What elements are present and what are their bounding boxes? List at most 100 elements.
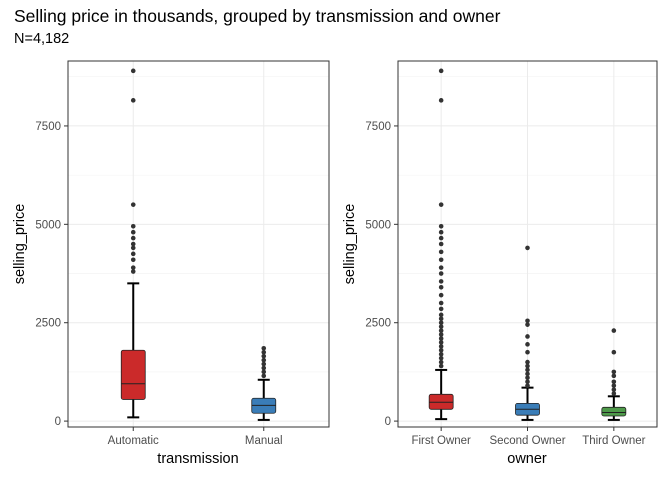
x-tick-label: First Owner: [411, 435, 471, 447]
outlier-point: [438, 249, 444, 255]
outlier-point: [438, 320, 444, 326]
box-iqr: [601, 406, 627, 417]
outlier-point: [438, 202, 444, 207]
outlier-point: [130, 257, 136, 263]
outlier-point: [438, 332, 444, 337]
y-tick-label: 5000: [35, 219, 61, 231]
outlier-point: [438, 300, 444, 306]
y-tick-label: 0: [55, 416, 61, 428]
outlier-point: [438, 284, 444, 290]
panel-border: [67, 60, 330, 428]
outlier-point: [611, 383, 617, 388]
y-axis-label: selling_price: [342, 204, 358, 285]
outlier-point: [438, 312, 444, 318]
outlier-point: [438, 271, 444, 276]
outlier-point: [438, 347, 444, 353]
outlier-point: [611, 373, 617, 379]
outlier-point: [525, 342, 530, 347]
outlier-point: [525, 379, 530, 385]
outlier-point: [525, 375, 530, 381]
outlier-point: [438, 336, 444, 341]
outlier-point: [130, 241, 136, 247]
outlier-point: [261, 345, 267, 351]
y-tick-label: 0: [385, 416, 391, 428]
outlier-point: [438, 351, 444, 357]
outlier-point: [438, 328, 444, 333]
outlier-point: [438, 235, 444, 241]
outlier-point: [130, 251, 136, 257]
chart-title: Selling price in thousands, grouped by t…: [14, 6, 501, 26]
outlier-point: [438, 316, 444, 322]
outlier-point: [611, 391, 617, 396]
outlier-point: [438, 98, 444, 103]
x-tick-label: Third Owner: [582, 435, 645, 447]
outlier-point: [438, 363, 444, 369]
x-axis-label: transmission: [157, 451, 238, 467]
outlier-point: [261, 361, 267, 367]
outlier-point: [130, 202, 136, 207]
outlier-point: [261, 353, 267, 359]
outlier-point: [525, 322, 530, 327]
outlier-point: [438, 355, 444, 361]
chart-panel-2: 0 2500 5000 7500 First Owner Second Owner Thir…: [342, 60, 658, 467]
outlier-point: [130, 265, 136, 270]
box-iqr: [120, 349, 146, 400]
outlier-point: [438, 241, 444, 247]
outlier-point: [261, 369, 267, 375]
outlier-point: [438, 324, 444, 329]
outlier-point: [438, 344, 444, 349]
x-tick-label: Manual: [245, 435, 283, 447]
outlier-point: [525, 245, 530, 251]
outlier-point: [438, 279, 444, 284]
y-tick-label: 7500: [35, 121, 61, 133]
outlier-point: [438, 257, 444, 263]
y-tick-label: 5000: [365, 219, 391, 231]
box-manual: [251, 345, 277, 421]
outlier-point: [525, 383, 530, 388]
outlier-point: [438, 306, 444, 312]
chart-panel-1: 0 2500 5000 7500 Automatic Manual transmission…: [12, 60, 330, 467]
outlier-point: [438, 68, 444, 74]
outlier-point: [611, 387, 617, 392]
outlier-point: [525, 334, 530, 339]
outlier-point: [525, 363, 530, 369]
outlier-point: [525, 367, 530, 373]
outlier-point: [438, 292, 444, 298]
outlier-point: [130, 269, 136, 274]
outlier-point: [611, 379, 617, 385]
outlier-point: [611, 349, 617, 355]
outlier-point: [261, 365, 267, 371]
outlier-point: [438, 265, 444, 270]
outlier-point: [261, 373, 267, 379]
box-second-owner: [515, 245, 540, 421]
outlier-point: [130, 245, 136, 251]
y-tick-label: 2500: [365, 318, 391, 330]
outlier-point: [611, 369, 617, 375]
y-axis-label: selling_price: [12, 204, 28, 285]
outlier-point: [130, 229, 136, 235]
x-tick-label: Automatic: [108, 435, 159, 447]
outlier-point: [438, 359, 444, 365]
outlier-point: [525, 359, 530, 365]
box-first-owner: [428, 68, 454, 421]
box-automatic: [120, 68, 146, 419]
x-tick-label: Second Owner: [489, 435, 565, 447]
outlier-point: [438, 223, 444, 229]
outlier-point: [130, 98, 136, 103]
x-axis-label: owner: [507, 451, 547, 467]
outlier-point: [525, 349, 530, 355]
outlier-point: [438, 340, 444, 345]
box-third-owner: [601, 328, 627, 421]
outlier-point: [438, 229, 444, 235]
outlier-point: [611, 328, 617, 333]
outlier-point: [130, 235, 136, 241]
y-tick-label: 2500: [35, 318, 61, 330]
y-tick-label: 7500: [365, 121, 391, 133]
panel-border: [397, 60, 658, 428]
outlier-point: [525, 371, 530, 377]
outlier-point: [525, 318, 530, 324]
outlier-point: [261, 349, 267, 355]
chart-subtitle: N=4,182: [14, 31, 70, 47]
outlier-point: [130, 223, 136, 229]
